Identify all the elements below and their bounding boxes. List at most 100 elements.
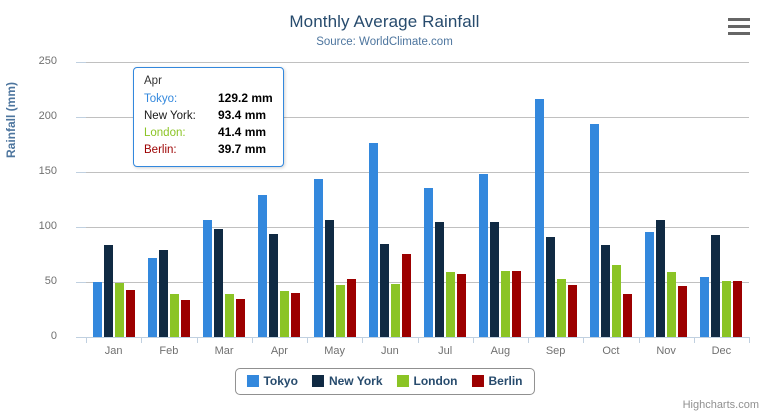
bar[interactable] [280, 291, 290, 337]
bar[interactable] [158, 250, 168, 337]
plot-area: 0 50 100 150 200 250 Jan Feb Mar Apr May Jun Jul Aug… [39, 55, 750, 357]
bar[interactable] [368, 143, 378, 337]
bar[interactable] [147, 258, 157, 337]
bar[interactable] [324, 220, 334, 337]
bar-group [424, 62, 467, 337]
bar[interactable] [733, 280, 743, 337]
bar-group [203, 62, 246, 337]
bar[interactable] [501, 271, 511, 337]
bar-group [534, 62, 577, 337]
bar[interactable] [114, 283, 124, 337]
bar[interactable] [567, 284, 577, 337]
tooltip-row: London: 41.4 mm [144, 124, 273, 141]
bar[interactable] [258, 194, 268, 337]
bar[interactable] [424, 187, 434, 337]
bar[interactable] [291, 293, 301, 337]
y-axis-tick-label: 200 [38, 110, 57, 122]
bar[interactable] [600, 245, 610, 337]
bar[interactable] [401, 253, 411, 337]
bar-group [645, 62, 688, 337]
bar[interactable] [236, 299, 246, 337]
bar-group [258, 62, 301, 337]
x-axis-tick-mark [638, 337, 640, 343]
bar[interactable] [103, 245, 113, 337]
bar[interactable] [667, 271, 677, 337]
bar[interactable] [512, 270, 522, 337]
legend-swatch [311, 375, 324, 387]
bar[interactable] [446, 272, 456, 337]
bar[interactable] [180, 300, 190, 337]
category-group [307, 62, 362, 337]
x-axis-tick-mark [583, 337, 585, 343]
bar[interactable] [479, 173, 489, 337]
legend: Tokyo New York London Berlin [234, 368, 535, 395]
legend-swatch [471, 375, 484, 387]
x-axis-tick-label: Dec [711, 345, 732, 357]
x-axis-tick-label: Aug [490, 345, 511, 357]
bar[interactable] [556, 279, 566, 337]
bar[interactable] [700, 277, 710, 337]
gridline [86, 282, 749, 283]
gridline [86, 227, 749, 228]
y-axis-tick-label: 50 [44, 275, 57, 287]
y-axis-tick-label: 0 [50, 330, 57, 342]
legend-label: Berlin [488, 374, 523, 388]
x-axis-tick-label: May [324, 345, 346, 357]
bar[interactable] [589, 123, 599, 337]
bar[interactable] [678, 285, 688, 337]
bar[interactable] [490, 222, 500, 337]
y-axis-tick-mark [76, 282, 86, 283]
bar[interactable] [656, 219, 666, 337]
bar[interactable] [722, 280, 732, 337]
bar[interactable] [225, 293, 235, 337]
bar-group [313, 62, 356, 337]
bar[interactable] [313, 178, 323, 337]
bar[interactable] [622, 294, 632, 337]
bar[interactable] [534, 98, 544, 337]
bar[interactable] [645, 231, 655, 337]
bar[interactable] [125, 290, 135, 337]
x-axis-tick-label: Nov [656, 345, 676, 357]
bar[interactable] [214, 228, 224, 337]
category-group [418, 62, 473, 337]
bar[interactable] [390, 283, 400, 337]
x-axis-tick-mark [362, 337, 364, 343]
x-axis-tick-label: Oct [602, 345, 620, 357]
gridline [86, 172, 749, 173]
legend-item-berlin[interactable]: Berlin [471, 374, 523, 388]
y-axis-tick-mark [76, 117, 86, 118]
bar[interactable] [379, 244, 389, 337]
legend-label: London [413, 374, 458, 388]
bar[interactable] [435, 221, 445, 337]
bar[interactable] [92, 282, 102, 337]
x-axis-tick-mark [86, 337, 87, 343]
menu-bar-2 [728, 25, 750, 28]
y-axis-title: Rainfall (mm) [4, 81, 18, 158]
tooltip-series-name: Tokyo: [144, 93, 178, 105]
bar[interactable] [611, 265, 621, 337]
bar[interactable] [457, 273, 467, 337]
category-group [86, 62, 141, 337]
legend-item-tokyo[interactable]: Tokyo [246, 374, 298, 388]
bar[interactable] [711, 235, 721, 337]
x-axis-tick-mark [417, 337, 419, 343]
x-axis-tick-mark [472, 337, 474, 343]
bar-group [589, 62, 632, 337]
bar[interactable] [545, 236, 555, 337]
y-axis-tick-mark [76, 337, 86, 338]
menu-bar-3 [728, 32, 750, 35]
bar[interactable] [335, 285, 345, 337]
tooltip-row: Berlin: 39.7 mm [144, 141, 273, 158]
legend-item-new-york[interactable]: New York [311, 374, 383, 388]
bar[interactable] [203, 219, 213, 337]
credits-link[interactable]: Highcharts.com [682, 399, 759, 411]
legend-item-london[interactable]: London [396, 374, 458, 388]
bar[interactable] [346, 279, 356, 337]
context-menu-icon[interactable] [728, 18, 752, 38]
bar[interactable] [169, 294, 179, 337]
x-axis-tick-label: Jan [104, 345, 123, 357]
tooltip: Apr Tokyo: 129.2 mm New York: 93.4 mm London… [133, 67, 284, 167]
x-axis-tick-mark [196, 337, 198, 343]
bar[interactable] [269, 234, 279, 337]
